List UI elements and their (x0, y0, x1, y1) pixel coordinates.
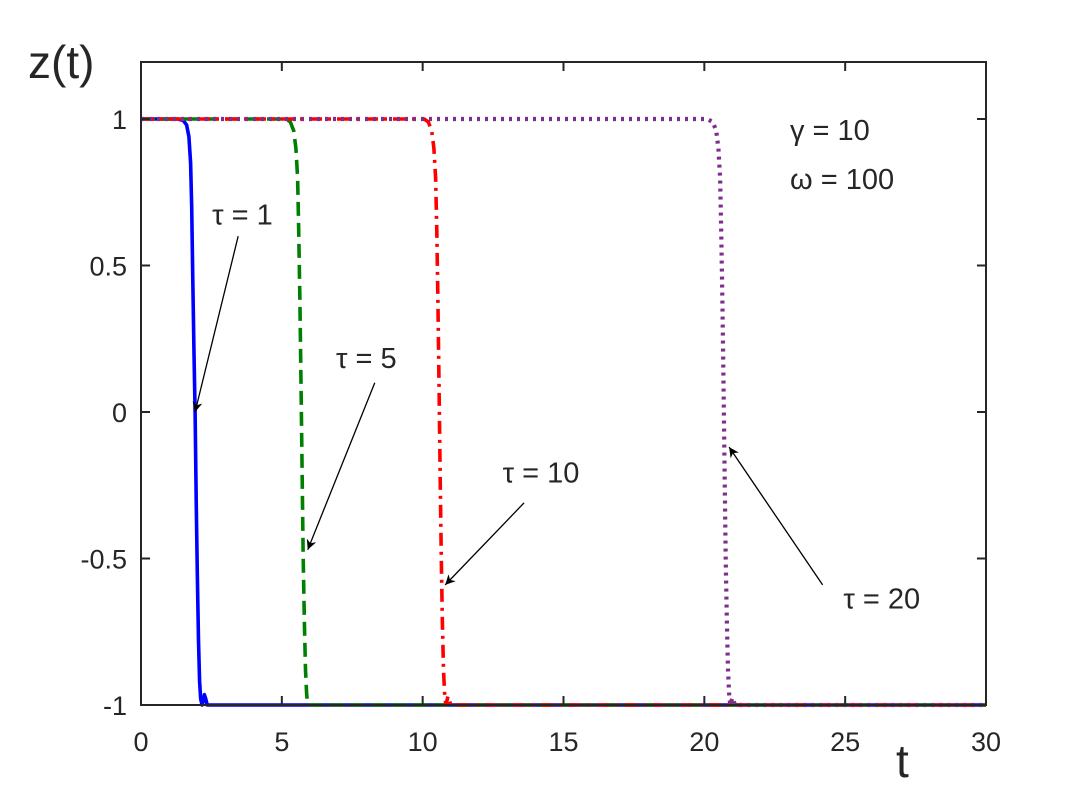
ticks-layer: 0 5 10 15 20 25 30 -1 -0.5 0 0.5 1 (80, 62, 1001, 757)
series-line-2 (141, 117, 986, 707)
y-tick-label: -1 (103, 691, 127, 721)
annotation-arrow-3 (444, 502, 525, 586)
y-tick-label: 0 (112, 398, 127, 428)
annotation-label-1: τ = 1 (212, 199, 273, 231)
annotation-arrow-2 (306, 382, 376, 550)
x-tick-label: 30 (971, 727, 1001, 757)
annotation-label-4: τ = 20 (843, 583, 920, 615)
annotation-arrow-1 (192, 236, 239, 413)
x-tick-label: 15 (548, 727, 578, 757)
y-tick-label: 1 (112, 105, 127, 135)
x-tick-label: 5 (274, 727, 289, 757)
param-omega: ω = 100 (790, 164, 894, 196)
annotation-layer: τ = 1 τ = 5 τ = 10 τ = 20 (192, 199, 920, 615)
y-tick-label: -0.5 (80, 545, 127, 575)
series-line-3 (141, 117, 986, 707)
param-gamma: γ = 10 (790, 115, 870, 147)
y-tick-label: 0.5 (89, 252, 127, 282)
y-axis-label: z(t) (28, 36, 94, 88)
x-tick-label: 0 (133, 727, 148, 757)
x-tick-label: 25 (830, 727, 860, 757)
x-tick-label: 20 (689, 727, 719, 757)
annotation-label-2: τ = 5 (336, 343, 397, 375)
series-line-1 (141, 117, 986, 707)
annotation-label-3: τ = 10 (503, 457, 580, 489)
x-tick-label: 10 (408, 727, 438, 757)
annotation-arrow-4 (728, 446, 824, 586)
series-layer (141, 116, 986, 708)
x-axis-label: t (896, 735, 909, 787)
series-line-4 (141, 116, 986, 708)
